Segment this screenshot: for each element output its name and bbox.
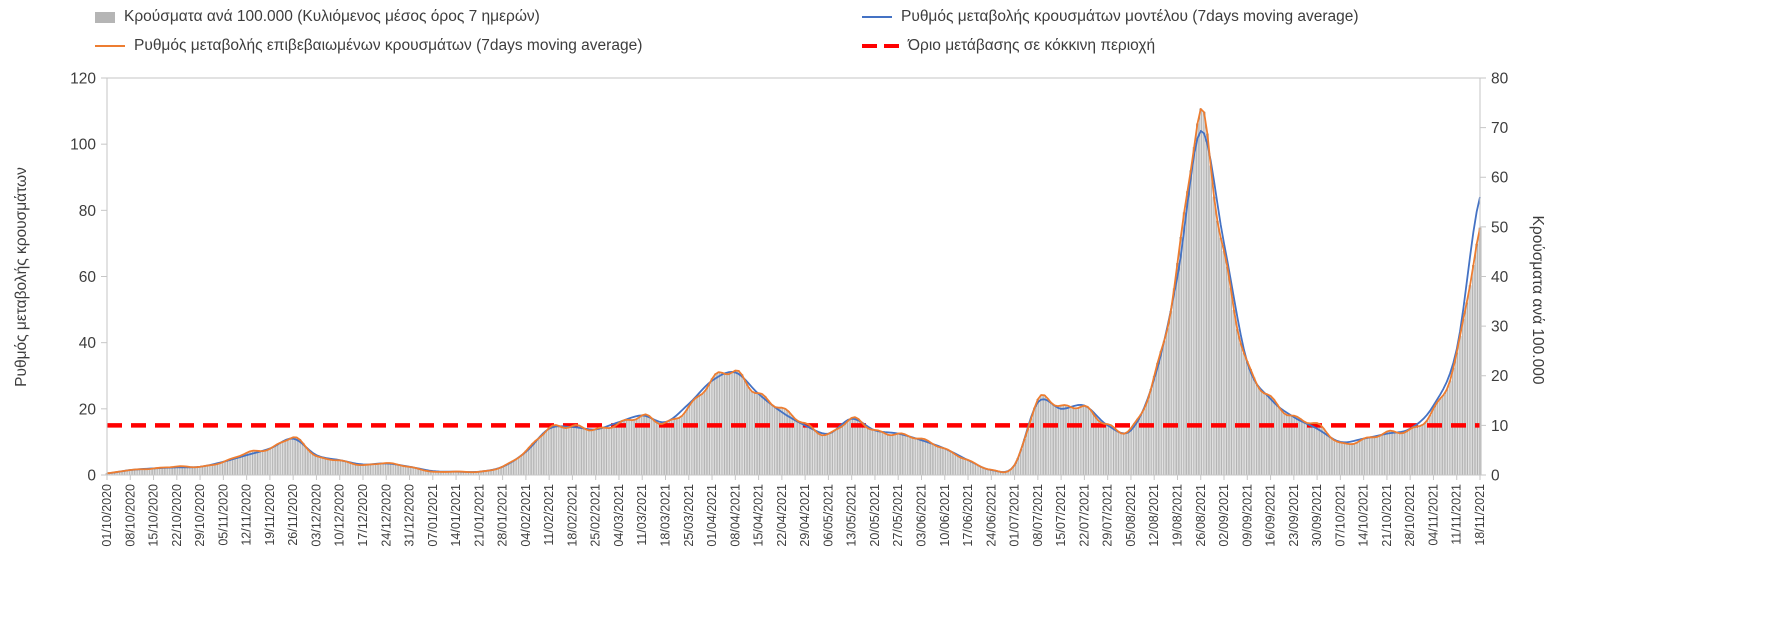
svg-text:03/06/2021: 03/06/2021 (914, 484, 928, 547)
legend-label-red-threshold: Όριο μετάβασης σε κόκκινη περιοχή (908, 37, 1156, 54)
svg-text:40: 40 (79, 335, 97, 352)
svg-text:08/10/2020: 08/10/2020 (123, 484, 137, 547)
svg-text:19/08/2021: 19/08/2021 (1170, 484, 1184, 547)
legend-item-red-threshold: Όριο μετάβασης σε κόκκινη περιοχή (862, 37, 1155, 55)
svg-text:17/06/2021: 17/06/2021 (961, 484, 975, 547)
svg-text:70: 70 (1491, 120, 1509, 137)
svg-text:20: 20 (79, 401, 97, 418)
svg-text:29/10/2020: 29/10/2020 (193, 484, 207, 547)
svg-text:25/02/2021: 25/02/2021 (589, 484, 603, 547)
svg-text:26/08/2021: 26/08/2021 (1194, 484, 1208, 547)
svg-text:31/12/2020: 31/12/2020 (403, 484, 417, 547)
svg-text:04/03/2021: 04/03/2021 (612, 484, 626, 547)
svg-text:100: 100 (70, 137, 96, 154)
svg-text:30: 30 (1491, 319, 1509, 336)
svg-text:24/06/2021: 24/06/2021 (984, 484, 998, 547)
svg-text:07/10/2021: 07/10/2021 (1333, 484, 1347, 547)
svg-text:27/05/2021: 27/05/2021 (891, 484, 905, 547)
svg-text:28/10/2021: 28/10/2021 (1403, 484, 1417, 547)
svg-text:23/09/2021: 23/09/2021 (1287, 484, 1301, 547)
red-dash-icon (862, 43, 899, 49)
svg-text:29/07/2021: 29/07/2021 (1101, 484, 1115, 547)
svg-text:80: 80 (79, 203, 97, 220)
svg-text:22/10/2020: 22/10/2020 (170, 484, 184, 547)
svg-text:20/05/2021: 20/05/2021 (868, 484, 882, 547)
svg-text:22/04/2021: 22/04/2021 (775, 484, 789, 547)
svg-text:03/12/2020: 03/12/2020 (309, 484, 323, 547)
svg-text:09/09/2021: 09/09/2021 (1240, 484, 1254, 547)
legend-label-model-rate: Ρυθμός μεταβολής κρουσμάτων μοντέλου (7d… (901, 8, 1359, 25)
svg-text:17/12/2020: 17/12/2020 (356, 484, 370, 547)
svg-text:26/11/2020: 26/11/2020 (286, 484, 300, 546)
svg-text:15/10/2020: 15/10/2020 (147, 484, 161, 547)
svg-text:15/04/2021: 15/04/2021 (752, 484, 766, 547)
chart-canvas: 0 20 40 60 80 100 120 0 10 20 30 40 50 60 70 80 01/10/20… (70, 70, 1509, 547)
svg-text:16/09/2021: 16/09/2021 (1264, 484, 1278, 547)
svg-text:12/08/2021: 12/08/2021 (1147, 484, 1161, 547)
svg-text:01/04/2021: 01/04/2021 (705, 484, 719, 547)
svg-text:08/07/2021: 08/07/2021 (1031, 484, 1045, 547)
left-axis-labels: 0 20 40 60 80 100 120 (70, 70, 107, 484)
svg-text:22/07/2021: 22/07/2021 (1077, 484, 1091, 547)
legend-label-cases-per-100k: Κρούσματα ανά 100.000 (Κυλιόμενος μέσος … (124, 8, 540, 25)
svg-text:29/04/2021: 29/04/2021 (798, 484, 812, 547)
legend-item-model-rate: Ρυθμός μεταβολής κρουσμάτων μοντέλου (7d… (862, 8, 1359, 26)
svg-text:12/11/2020: 12/11/2020 (240, 484, 254, 546)
svg-text:24/12/2020: 24/12/2020 (379, 484, 393, 547)
svg-text:30/09/2021: 30/09/2021 (1310, 484, 1324, 547)
svg-text:04/02/2021: 04/02/2021 (519, 484, 533, 547)
svg-text:18/11/2021: 18/11/2021 (1473, 484, 1487, 546)
svg-text:05/11/2020: 05/11/2020 (216, 484, 230, 546)
svg-text:0: 0 (1491, 467, 1500, 484)
svg-text:02/09/2021: 02/09/2021 (1217, 484, 1231, 547)
svg-text:04/11/2021: 04/11/2021 (1426, 484, 1440, 546)
svg-text:10/12/2020: 10/12/2020 (333, 484, 347, 547)
svg-text:18/03/2021: 18/03/2021 (659, 484, 673, 547)
svg-text:15/07/2021: 15/07/2021 (1054, 484, 1068, 547)
right-axis-labels: 0 10 20 30 40 50 60 70 80 (1480, 70, 1509, 484)
svg-text:20: 20 (1491, 368, 1509, 385)
svg-text:21/01/2021: 21/01/2021 (472, 484, 486, 547)
legend-item-cases-per-100k: Κρούσματα ανά 100.000 (Κυλιόμενος μέσος … (95, 8, 540, 26)
svg-text:50: 50 (1491, 219, 1509, 236)
svg-text:11/02/2021: 11/02/2021 (542, 484, 556, 546)
svg-text:11/03/2021: 11/03/2021 (635, 484, 649, 546)
x-axis-labels: 01/10/2020 08/10/2020 15/10/2020 22/10/2020… (100, 475, 1487, 547)
svg-text:14/10/2021: 14/10/2021 (1357, 484, 1371, 547)
svg-text:19/11/2020: 19/11/2020 (263, 484, 277, 546)
svg-text:18/02/2021: 18/02/2021 (565, 484, 579, 547)
svg-text:25/03/2021: 25/03/2021 (682, 484, 696, 547)
legend-item-confirmed-rate: Ρυθμός μεταβολής επιβεβαιωμένων κρουσμάτ… (95, 37, 642, 55)
svg-text:10: 10 (1491, 418, 1509, 435)
svg-text:08/04/2021: 08/04/2021 (728, 484, 742, 547)
orange-line-icon (95, 44, 125, 48)
svg-text:40: 40 (1491, 269, 1509, 286)
confirmed_rate-line (106, 108, 1481, 475)
bar-series-icon (95, 11, 115, 23)
svg-text:80: 80 (1491, 70, 1509, 87)
svg-text:14/01/2021: 14/01/2021 (449, 484, 463, 547)
svg-text:28/01/2021: 28/01/2021 (496, 484, 510, 547)
legend-label-confirmed-rate: Ρυθμός μεταβολής επιβεβαιωμένων κρουσμάτ… (134, 37, 643, 54)
svg-text:01/07/2021: 01/07/2021 (1008, 484, 1022, 547)
svg-text:05/08/2021: 05/08/2021 (1124, 484, 1138, 547)
svg-text:11/11/2021: 11/11/2021 (1450, 484, 1464, 545)
svg-text:0: 0 (87, 467, 96, 484)
svg-text:01/10/2020: 01/10/2020 (100, 484, 114, 547)
svg-text:60: 60 (1491, 170, 1509, 187)
svg-text:21/10/2021: 21/10/2021 (1380, 484, 1394, 547)
svg-text:06/05/2021: 06/05/2021 (821, 484, 835, 547)
svg-text:13/05/2021: 13/05/2021 (845, 484, 859, 547)
svg-text:07/01/2021: 07/01/2021 (426, 484, 440, 547)
blue-line-icon (862, 15, 892, 19)
svg-text:120: 120 (70, 70, 96, 87)
svg-text:60: 60 (79, 269, 97, 286)
svg-text:10/06/2021: 10/06/2021 (938, 484, 952, 547)
